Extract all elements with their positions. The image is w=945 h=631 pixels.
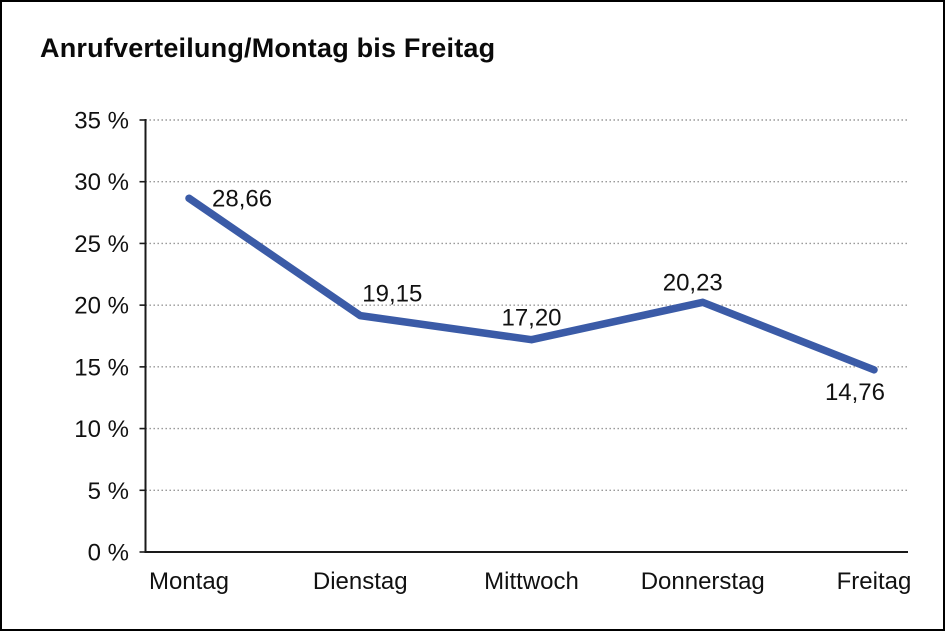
data-label: 17,20 (501, 305, 561, 332)
chart-title: Anrufverteilung/Montag bis Freitag (40, 33, 496, 63)
y-tick-label: 5 % (88, 478, 129, 505)
x-category-label: Dienstag (313, 568, 408, 595)
y-tick-label: 15 % (74, 354, 129, 381)
data-label: 20,23 (663, 269, 723, 296)
x-category-label: Mittwoch (484, 568, 579, 595)
x-category-label: Montag (149, 568, 229, 595)
data-label: 19,15 (362, 281, 422, 308)
data-label: 14,76 (825, 379, 885, 406)
data-line (185, 194, 878, 374)
y-tick-label: 20 % (74, 293, 129, 320)
y-tick-label: 35 % (74, 108, 129, 135)
y-tick-label: 10 % (74, 416, 129, 443)
x-category-label: Donnerstag (641, 568, 765, 595)
y-tick-label: 0 % (88, 540, 129, 567)
x-category-label: Freitag (837, 568, 912, 595)
data-label: 28,66 (212, 185, 272, 212)
y-tick-label: 30 % (74, 169, 129, 196)
y-tick-label: 25 % (74, 231, 129, 258)
